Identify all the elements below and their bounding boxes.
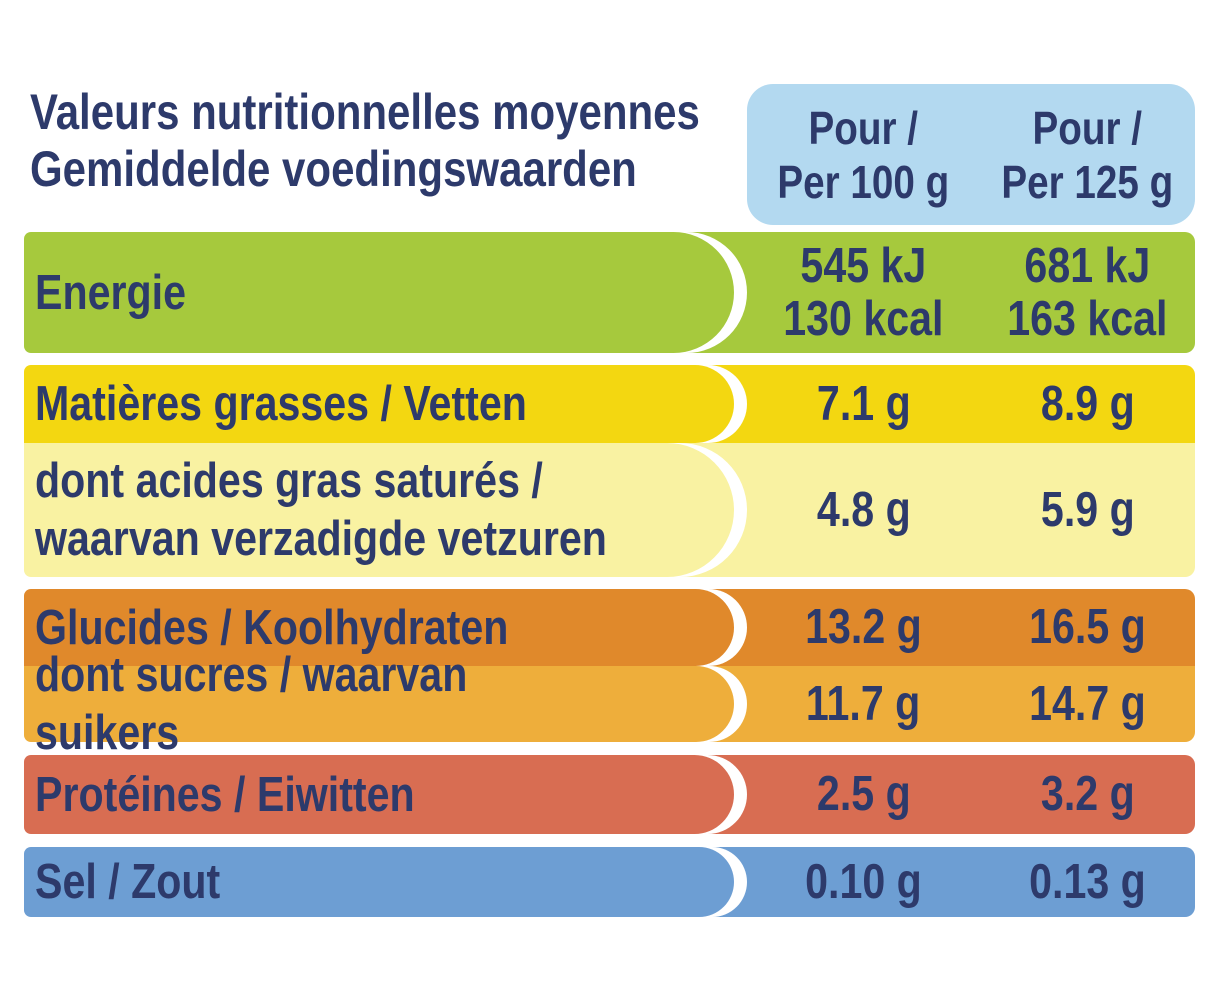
row-energy-value-per-100g: 545 kJ 130 kcal (747, 232, 980, 353)
row-energy-value-per-125g-text: 681 kJ 163 kcal (1007, 238, 1168, 346)
row-salt-values-bg (664, 847, 1195, 917)
column-header-per-125g: Pour / Per 125 g (980, 84, 1195, 225)
row-sugars-value-per-100g: 11.7 g (747, 666, 980, 742)
row-protein-value-per-100g-text: 2.5 g (816, 767, 911, 821)
row-energy-value-per-125g: 681 kJ 163 kcal (980, 232, 1195, 353)
row-carbohydrates-label-pill: Glucides / Koolhydraten (24, 589, 734, 666)
row-protein-label: Protéines / Eiwitten (35, 767, 415, 822)
row-salt-value-per-100g-text: 0.10 g (805, 854, 922, 909)
row-energy-value-per-100g-text: 545 kJ 130 kcal (783, 238, 944, 346)
row-protein-value-per-100g: 2.5 g (747, 755, 980, 834)
row-fat-label: Matières grasses / Vetten (35, 377, 527, 431)
row-sugars-values-bg (664, 666, 1195, 742)
row-saturated-fat-values-bg (664, 443, 1195, 577)
column-header-per-125g-text: Pour / Per 125 g (1001, 101, 1174, 208)
column-header-per-100g-text: Pour / Per 100 g (777, 101, 950, 208)
row-energy-label: Energie (35, 265, 186, 320)
row-salt-label: Sel / Zout (35, 855, 221, 909)
row-saturated-fat-value-per-125g: 5.9 g (980, 443, 1195, 577)
row-energy-label-pill: Energie (24, 232, 734, 353)
row-fat-label-pill: Matières grasses / Vetten (24, 365, 734, 443)
row-fat-value-per-100g: 7.1 g (747, 365, 980, 443)
row-energy: Energie 545 kJ 130 kcal 681 kJ 163 kcal (24, 232, 1195, 353)
row-saturated-fat-value-per-125g-text: 5.9 g (1040, 482, 1135, 537)
row-salt-value-per-100g: 0.10 g (747, 847, 980, 917)
row-protein-label-pill: Protéines / Eiwitten (24, 755, 734, 834)
column-header-per-100g: Pour / Per 100 g (747, 84, 980, 225)
row-carbohydrates: Glucides / Koolhydraten 13.2 g 16.5 g (24, 589, 1195, 666)
row-saturated-fat-label: dont acides gras saturés / waarvan verza… (35, 454, 607, 566)
row-salt-value-per-125g-text: 0.13 g (1029, 854, 1146, 909)
row-sugars-label: dont sucres / waarvan suikers (35, 648, 468, 760)
row-fat-value-per-100g-text: 7.1 g (816, 376, 911, 431)
row-protein: Protéines / Eiwitten 2.5 g 3.2 g (24, 755, 1195, 834)
row-sugars-value-per-100g-text: 11.7 g (806, 676, 921, 731)
row-salt-value-per-125g: 0.13 g (980, 847, 1195, 917)
row-salt: Sel / Zout 0.10 g 0.13 g (24, 847, 1195, 917)
row-protein-values-bg (664, 755, 1195, 834)
row-carbohydrates-value-per-125g: 16.5 g (980, 589, 1195, 666)
row-saturated-fat-values: 4.8 g 5.9 g (747, 443, 1195, 577)
column-header-box: Pour / Per 100 g Pour / Per 125 g (747, 84, 1195, 225)
row-fat-values: 7.1 g 8.9 g (747, 365, 1195, 443)
row-protein-value-per-125g-text: 3.2 g (1040, 767, 1135, 821)
panel-title-text: Valeurs nutritionnelles moyennes Gemidde… (30, 84, 700, 197)
row-sugars-values: 11.7 g 14.7 g (747, 666, 1195, 742)
row-fat-values-bg (664, 365, 1195, 443)
row-carbohydrates-value-per-125g-text: 16.5 g (1029, 600, 1146, 654)
row-saturated-fat-value-per-100g: 4.8 g (747, 443, 980, 577)
row-carbohydrates-values: 13.2 g 16.5 g (747, 589, 1195, 666)
row-sugars-value-per-125g-text: 14.7 g (1029, 676, 1146, 731)
row-energy-values: 545 kJ 130 kcal 681 kJ 163 kcal (747, 232, 1195, 353)
row-sugars-label-pill: dont sucres / waarvan suikers (24, 648, 734, 760)
row-carbohydrates-values-bg (664, 589, 1195, 666)
row-sugars-value-per-125g: 14.7 g (980, 666, 1195, 742)
row-salt-values: 0.10 g 0.13 g (747, 847, 1195, 917)
row-carbohydrates-value-per-100g: 13.2 g (747, 589, 980, 666)
row-fat-value-per-125g-text: 8.9 g (1040, 376, 1135, 431)
row-energy-values-bg (664, 232, 1195, 353)
row-protein-value-per-125g: 3.2 g (980, 755, 1195, 834)
row-carbohydrates-value-per-100g-text: 13.2 g (805, 600, 922, 654)
row-saturated-fat: dont acides gras saturés / waarvan verza… (24, 443, 1195, 577)
row-salt-label-pill: Sel / Zout (24, 847, 734, 917)
row-carbohydrates-label: Glucides / Koolhydraten (35, 600, 509, 655)
row-sugars: dont sucres / waarvan suikers 11.7 g 14.… (24, 648, 1195, 760)
row-saturated-fat-value-per-100g-text: 4.8 g (816, 482, 911, 537)
row-protein-values: 2.5 g 3.2 g (747, 755, 1195, 834)
panel-title: Valeurs nutritionnelles moyennes Gemidde… (30, 84, 827, 198)
row-fat: Matières grasses / Vetten 7.1 g 8.9 g (24, 365, 1195, 443)
row-fat-value-per-125g: 8.9 g (980, 365, 1195, 443)
row-saturated-fat-label-pill: dont acides gras saturés / waarvan verza… (24, 443, 734, 577)
